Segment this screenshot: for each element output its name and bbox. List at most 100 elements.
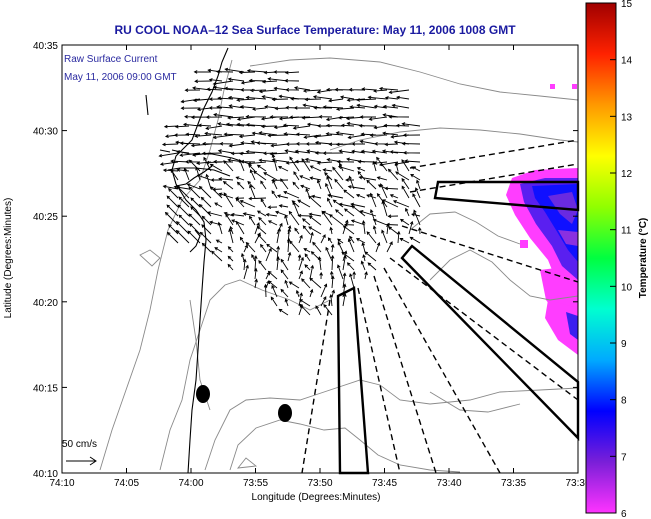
- current-vector: [355, 238, 366, 244]
- current-vector: [251, 131, 267, 136]
- current-vector: [301, 115, 322, 120]
- current-vector: [280, 258, 289, 271]
- temperature-colorbar: 15 14 13 12 11 10 9 8 7 6 Temperature (°C): [585, 0, 649, 519]
- current-vector: [334, 209, 344, 217]
- sst-patch: [506, 84, 578, 355]
- x-axis-ticks: 74:10 74:05 74:00 73:55 73:50 73:45 73:40 73:35…: [49, 45, 591, 489]
- current-vector: [158, 152, 179, 158]
- current-vector: [343, 208, 355, 217]
- current-vector: [298, 270, 303, 280]
- current-vector: [361, 242, 366, 253]
- colorbar-tick-label: 6: [621, 509, 627, 519]
- current-vector: [208, 78, 223, 82]
- current-vector: [166, 231, 179, 244]
- current-vector: [258, 260, 267, 271]
- current-vector: [267, 133, 289, 138]
- current-vector: [287, 227, 292, 244]
- current-vector: [316, 161, 333, 165]
- current-vector: [413, 209, 421, 226]
- current-vector: [346, 262, 355, 271]
- current-vector: [416, 179, 421, 190]
- current-vector: [299, 303, 311, 316]
- current-vector: [240, 252, 245, 262]
- colorbar-tick-label: 15: [621, 0, 633, 10]
- current-vector: [201, 242, 212, 253]
- current-vector: [297, 254, 302, 262]
- y-axis-label: Latitude (Degrees:Minutes): [3, 198, 14, 319]
- current-vector: [249, 88, 267, 93]
- current-vector: [352, 271, 356, 280]
- current-vector: [402, 133, 421, 137]
- current-vector: [284, 149, 300, 154]
- current-vector: [410, 174, 421, 181]
- y-tick-label: 40:35: [33, 41, 58, 52]
- current-vector: [350, 219, 366, 226]
- current-vector: [239, 236, 245, 244]
- current-vector: [321, 210, 333, 226]
- current-vector: [283, 190, 300, 199]
- current-vector: [349, 105, 366, 109]
- current-vector: [386, 241, 393, 253]
- current-vector: [348, 87, 366, 92]
- current-vector: [236, 122, 256, 127]
- current-vector: [317, 124, 333, 128]
- current-vector: [293, 171, 300, 181]
- current-vector: [298, 256, 304, 271]
- current-vector: [324, 172, 333, 181]
- current-vector: [302, 225, 311, 235]
- current-vector: [216, 105, 234, 109]
- current-vector: [288, 210, 300, 226]
- current-vector: [284, 78, 300, 83]
- current-vector: [166, 195, 179, 208]
- current-vector: [414, 187, 421, 199]
- current-vector: [173, 133, 190, 137]
- current-vector: [260, 243, 267, 253]
- current-vector: [204, 131, 223, 136]
- current-vector: [265, 247, 272, 262]
- coastline: [145, 47, 251, 474]
- current-vector: [214, 247, 223, 253]
- current-vector: [304, 264, 311, 271]
- current-vector: [212, 80, 234, 86]
- current-vector: [292, 125, 311, 130]
- current-vector: [254, 278, 258, 289]
- current-vector: [383, 123, 399, 128]
- current-vector: [213, 159, 234, 164]
- current-vector: [396, 95, 410, 100]
- current-vector: [362, 254, 366, 262]
- current-vector: [175, 229, 190, 244]
- current-vector: [225, 213, 234, 226]
- current-vector: [174, 124, 190, 129]
- current-vector: [159, 161, 179, 166]
- current-vector: [336, 159, 355, 164]
- current-vector: [382, 199, 399, 208]
- current-vector: [316, 179, 322, 190]
- current-vector: [269, 152, 289, 156]
- current-vector: [309, 231, 314, 244]
- current-vector: [178, 196, 190, 208]
- current-vector: [326, 175, 333, 190]
- current-vector: [203, 156, 212, 172]
- current-vector: [331, 275, 335, 289]
- current-vector: [351, 205, 366, 217]
- current-vector: [236, 116, 256, 121]
- current-vector: [217, 149, 234, 154]
- current-vector: [179, 152, 201, 157]
- current-vector: [247, 180, 256, 190]
- current-vector: [245, 241, 256, 253]
- current-vector: [399, 238, 410, 244]
- current-vector: [366, 179, 377, 190]
- colorbar-label: Temperature (°C): [638, 218, 649, 299]
- current-vector: [394, 162, 399, 172]
- current-vector: [182, 122, 201, 127]
- current-vector: [388, 115, 410, 119]
- current-vector: [215, 239, 223, 244]
- x-tick-label: 73:45: [372, 478, 397, 489]
- current-vector: [342, 225, 355, 235]
- current-vector: [249, 184, 256, 199]
- current-vector: [287, 251, 292, 262]
- current-vector: [346, 98, 366, 102]
- current-vector: [369, 192, 377, 208]
- current-vector: [376, 193, 388, 208]
- y-tick-label: 40:20: [33, 298, 58, 309]
